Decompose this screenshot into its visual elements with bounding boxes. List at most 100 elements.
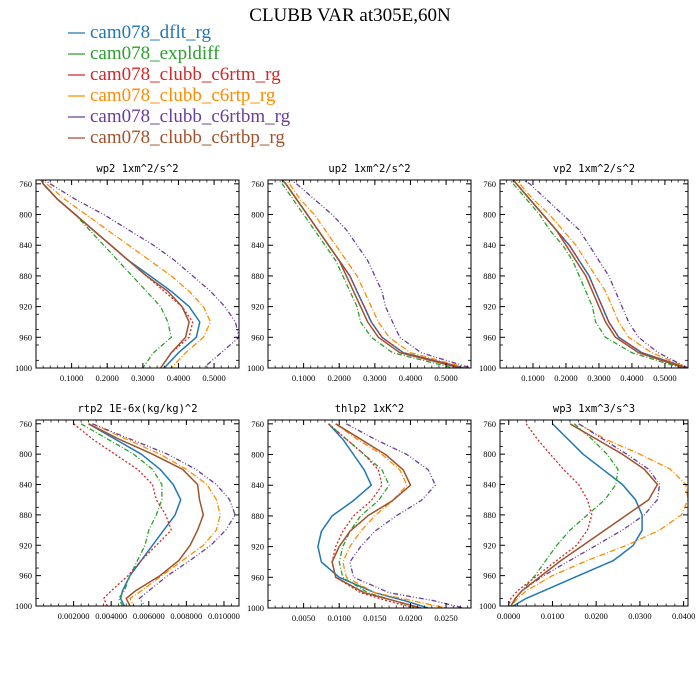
panel-title: wp3 1xm^3/s^3	[553, 403, 635, 415]
y-tick-label: 800	[251, 210, 264, 220]
y-tick-label: 960	[483, 332, 496, 342]
series-line-cam078_clubb_c6rtm_rg	[512, 180, 688, 368]
series-line-cam078_dflt_rg	[88, 423, 182, 606]
plot-frame	[35, 179, 240, 369]
x-tick-label: 0.2000	[96, 373, 119, 383]
legend-entry-cam078_clubb_c6rtm_rg: cam078_clubb_c6rtm_rg	[90, 64, 281, 85]
x-tick-label: 0.4000	[399, 373, 422, 383]
series-line-cam078_clubb_c6rtp_rg	[510, 423, 688, 606]
series-line-cam078_dflt_rg	[317, 423, 429, 608]
y-tick-label: 1000	[479, 601, 496, 611]
y-tick-label: 960	[19, 571, 32, 581]
legend: cam078_dflt_rgcam078_expldiffcam078_club…	[68, 22, 291, 148]
x-tick-label: 0.010000	[208, 611, 240, 621]
series-line-cam078_clubb_c6rtp_rg	[335, 423, 447, 608]
y-tick-label: 920	[251, 302, 264, 312]
x-tick-label: 0.0250	[434, 613, 457, 623]
x-tick-label: 0.5000	[202, 373, 225, 383]
series-line-cam078_dflt_rg	[281, 180, 465, 368]
panel-6: wp3 1xm^3/s^3 760 800 840 880 920 960 10000.000…	[479, 403, 695, 621]
x-tick-label: 0.0000	[497, 611, 520, 621]
x-tick-label: 0.4000	[620, 373, 643, 383]
series-line-cam078_clubb_c6rtbm_rg	[290, 180, 471, 368]
y-tick-label: 960	[483, 571, 496, 581]
x-tick-label: 0.5000	[653, 373, 676, 383]
legend-entry-cam078_clubb_c6rtbp_rg: cam078_clubb_c6rtbp_rg	[90, 127, 285, 148]
y-tick-label: 840	[483, 480, 496, 490]
series-line-cam078_clubb_c6rtp_rg	[92, 423, 221, 606]
panel-2: up2 1xm^2/s^2 760 800 840 880 920 960 1000 0.100…	[247, 163, 472, 383]
x-tick-label: 0.1000	[292, 373, 315, 383]
series-line-cam078_clubb_c6rtbp_rg	[510, 423, 659, 606]
series-line-cam078_expldiff	[510, 423, 619, 606]
y-tick-label: 880	[19, 510, 32, 520]
x-tick-label: 0.008000	[170, 611, 202, 621]
panel-title: thlp2 1xK^2	[335, 403, 405, 415]
y-tick-label: 880	[251, 271, 264, 281]
y-tick-label: 800	[483, 210, 496, 220]
y-tick-label: 880	[251, 511, 264, 521]
y-tick-label: 840	[483, 240, 496, 250]
y-tick-label: 840	[251, 480, 264, 490]
x-tick-label: 0.3000	[363, 373, 386, 383]
y-tick-label: 920	[251, 542, 264, 552]
x-tick-label: 0.004000	[95, 611, 127, 621]
y-tick-label: 840	[19, 240, 32, 250]
y-tick-label: 920	[483, 302, 496, 312]
series-line-cam078_expldiff	[80, 423, 163, 606]
y-tick-label: 800	[19, 210, 32, 220]
panels: wp2 1xm^2/s^2 760 800 840 880 920 960 1000 0.100…	[15, 163, 695, 623]
x-tick-label: 0.0300	[628, 611, 651, 621]
y-tick-label: 800	[251, 450, 264, 460]
series-line-cam078_clubb_c6rtm_rg	[281, 180, 465, 368]
series-line-cam078_clubb_c6rtp_rg	[515, 180, 688, 368]
y-tick-label: 760	[483, 179, 496, 189]
series-line-cam078_dflt_rg	[512, 423, 643, 606]
y-tick-label: 960	[19, 332, 32, 342]
x-tick-label: 0.0100	[541, 611, 564, 621]
y-tick-label: 880	[483, 271, 496, 281]
figure-title: CLUBB VAR at305E,60N	[249, 5, 451, 26]
series-line-cam078_clubb_c6rtbp_rg	[88, 423, 205, 606]
y-tick-label: 840	[19, 480, 32, 490]
plot-frame	[499, 179, 689, 369]
x-tick-label: 0.0200	[399, 613, 422, 623]
x-tick-label: 0.0200	[584, 611, 607, 621]
x-tick-label: 0.1000	[60, 373, 83, 383]
plot-frame	[267, 179, 472, 369]
panel-1: wp2 1xm^2/s^2 760 800 840 880 920 960 1000 0.100…	[15, 163, 240, 383]
panel-title: vp2 1xm^2/s^2	[553, 163, 635, 175]
series-line-cam078_expldiff	[328, 423, 418, 608]
y-tick-label: 1000	[247, 603, 264, 613]
series-line-cam078_clubb_c6rtbm_rg	[43, 180, 239, 368]
y-tick-label: 880	[483, 510, 496, 520]
series-line-cam078_clubb_c6rtbm_rg	[521, 180, 688, 368]
plot-frame	[267, 419, 472, 609]
series-line-cam078_clubb_c6rtbm_rg	[92, 423, 236, 606]
y-tick-label: 760	[19, 419, 32, 429]
y-tick-label: 760	[251, 179, 264, 189]
y-tick-label: 800	[19, 449, 32, 459]
x-tick-label: 0.1000	[521, 373, 544, 383]
x-tick-label: 0.0150	[363, 613, 386, 623]
x-tick-label: 0.0400	[672, 611, 695, 621]
y-tick-label: 1000	[15, 363, 32, 373]
panel-5: thlp2 1xK^2 760 800 840 880 920 960 1000 0.0050 0…	[247, 403, 472, 623]
series-line-cam078_clubb_c6rtbp_rg	[281, 180, 461, 368]
x-tick-label: 0.2000	[554, 373, 577, 383]
series-line-cam078_clubb_c6rtp_rg	[284, 180, 468, 368]
series-line-cam078_clubb_c6rtbp_rg	[331, 423, 422, 608]
y-tick-label: 840	[251, 240, 264, 250]
y-tick-label: 960	[251, 572, 264, 582]
y-tick-label: 920	[483, 540, 496, 550]
x-tick-label: 0.4000	[167, 373, 190, 383]
x-tick-label: 0.3000	[587, 373, 610, 383]
panel-4: rtp2 1E-6x(kg/kg)^2 760 800 840 880 920 960 100…	[15, 403, 240, 621]
panel-title: rtp2 1E-6x(kg/kg)^2	[77, 403, 197, 415]
y-tick-label: 880	[19, 271, 32, 281]
x-tick-label: 0.0050	[292, 613, 315, 623]
series-line-cam078_expldiff	[509, 180, 682, 368]
y-tick-label: 1000	[479, 363, 496, 373]
legend-entry-cam078_clubb_c6rtp_rg: cam078_clubb_c6rtp_rg	[90, 85, 276, 106]
